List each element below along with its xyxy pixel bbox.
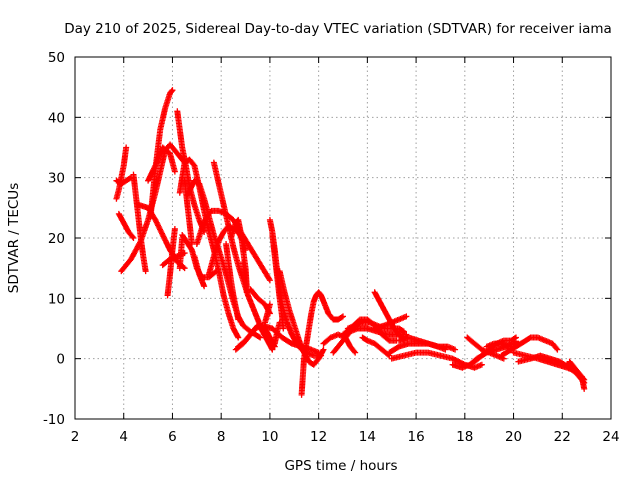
series-track-32	[298, 289, 346, 398]
y-tick-label: 30	[48, 171, 65, 187]
series-track-2	[113, 174, 135, 187]
y-tick-label: 0	[56, 352, 65, 368]
series-track-23	[240, 259, 250, 296]
x-tick-label: 6	[168, 429, 177, 445]
series-track-21	[223, 241, 242, 323]
series-track-27	[262, 301, 273, 326]
series-track-47	[498, 334, 561, 359]
x-tick-label: 12	[310, 429, 327, 445]
series-track-3	[115, 210, 137, 241]
series-track-46	[483, 340, 512, 350]
series-track-43	[449, 340, 522, 371]
x-tick-label: 24	[602, 429, 619, 445]
series-track-41	[396, 334, 459, 353]
x-tick-label: 2	[71, 429, 80, 445]
x-tick-label: 20	[505, 429, 522, 445]
series-track-37	[359, 334, 393, 359]
y-tick-label: 50	[48, 50, 65, 66]
series-track-1	[113, 144, 130, 202]
series-track-30	[271, 319, 283, 347]
series-track-16	[191, 253, 208, 290]
series-track-39	[371, 313, 410, 332]
x-tick-label: 18	[456, 429, 473, 445]
y-tick-label: 20	[48, 231, 65, 247]
data-series	[113, 87, 588, 398]
y-tick-label: 40	[48, 110, 65, 126]
y-tick-label: 10	[48, 291, 65, 307]
y-axis-label: SDTVAR / TECUs	[6, 183, 22, 293]
chart-title: Day 210 of 2025, Sidereal Day-to-day VTE…	[64, 21, 612, 37]
series-track-29	[269, 231, 287, 332]
x-tick-label: 10	[261, 429, 278, 445]
x-tick-label: 4	[119, 429, 128, 445]
series-track-42	[388, 349, 485, 371]
x-axis-label: GPS time / hours	[284, 458, 397, 474]
x-tick-label: 22	[554, 429, 571, 445]
y-tick-label: -10	[43, 412, 65, 428]
x-tick-label: 16	[407, 429, 424, 445]
x-tick-label: 8	[217, 429, 226, 445]
series-track-38	[371, 289, 407, 344]
series-track-51	[566, 358, 588, 383]
series-track-13	[176, 235, 186, 272]
series-track-8	[147, 87, 176, 220]
grid	[75, 57, 611, 419]
series-track-31	[276, 268, 327, 368]
x-tick-label: 14	[359, 429, 376, 445]
